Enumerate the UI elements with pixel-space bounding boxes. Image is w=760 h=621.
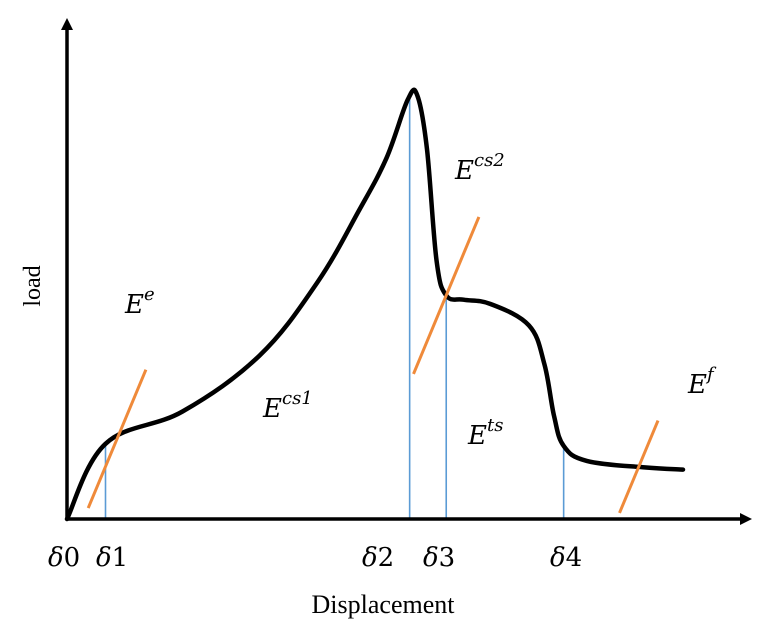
tangent-line-elastic bbox=[86, 369, 148, 509]
energy-label-ts: Ets bbox=[467, 415, 503, 451]
energy-label-cs2: Ecs2 bbox=[454, 150, 505, 186]
energy-label-f: Ef bbox=[687, 364, 717, 400]
x-tick-label-delta0: δ0 bbox=[48, 543, 80, 573]
load-displacement-curve bbox=[64, 87, 686, 522]
tangent-line-cs2 bbox=[412, 216, 481, 375]
x-tick-label-delta3: δ3 bbox=[423, 543, 455, 573]
energy-label-elastic: Ee bbox=[124, 284, 155, 320]
x-tick-label-delta4: δ4 bbox=[550, 543, 582, 573]
energy-label-cs1: Ecs1 bbox=[262, 388, 313, 424]
x-tick-label-delta1: δ1 bbox=[96, 543, 128, 573]
tangent-line-f bbox=[618, 420, 660, 514]
y-axis-label: load bbox=[20, 265, 46, 306]
x-axis-label: Displacement bbox=[312, 590, 456, 619]
x-tick-label-delta2: δ2 bbox=[362, 543, 394, 573]
